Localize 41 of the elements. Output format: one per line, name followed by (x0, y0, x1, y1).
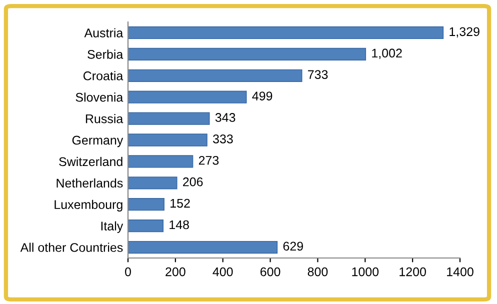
y-tick-label: Austria (84, 28, 124, 38)
y-tick-label: Croatia (83, 71, 124, 80)
x-tick-label: 600 (260, 267, 280, 276)
data-label: 1,002 (372, 48, 402, 60)
data-label: 499 (252, 92, 272, 100)
x-tick-label: 400 (212, 267, 233, 276)
x-tick-label: 1400 (447, 267, 474, 276)
x-tick-label: 1000 (352, 267, 379, 276)
bar (128, 69, 302, 82)
x-tick-label: 0 (125, 267, 131, 276)
data-label: 343 (215, 113, 236, 122)
y-tick-label: Serbia (88, 50, 124, 59)
y-tick-label: Luxembourg (54, 200, 122, 212)
y-tick-label: Netherlands (56, 178, 123, 188)
bar (128, 155, 194, 168)
x-tick-label: 200 (166, 267, 186, 276)
bar (128, 48, 366, 60)
data-label: 733 (308, 70, 328, 79)
data-label: 1,329 (450, 27, 480, 38)
bar (128, 176, 178, 190)
bar (128, 134, 208, 146)
y-tick-label: Germany (72, 136, 124, 148)
bar (128, 220, 164, 232)
y-tick-label: Switzerland (59, 156, 122, 166)
y-tick-label: Slovenia (76, 92, 124, 102)
bar (128, 112, 210, 125)
data-label: 273 (198, 156, 219, 165)
data-label: 206 (183, 177, 203, 186)
bar (128, 90, 247, 104)
data-label: 152 (170, 198, 190, 208)
bar (128, 198, 164, 211)
x-tick-label: 800 (308, 267, 328, 276)
y-tick-label: All other Countries (20, 242, 123, 252)
data-label: 333 (213, 134, 233, 144)
bar (128, 240, 278, 254)
data-label: 629 (283, 242, 303, 251)
data-label: 148 (170, 220, 189, 230)
y-tick-label: Russia (86, 114, 124, 124)
y-tick-label: Italy (101, 221, 124, 233)
x-tick-label: 1200 (400, 267, 426, 276)
bar (128, 26, 444, 40)
